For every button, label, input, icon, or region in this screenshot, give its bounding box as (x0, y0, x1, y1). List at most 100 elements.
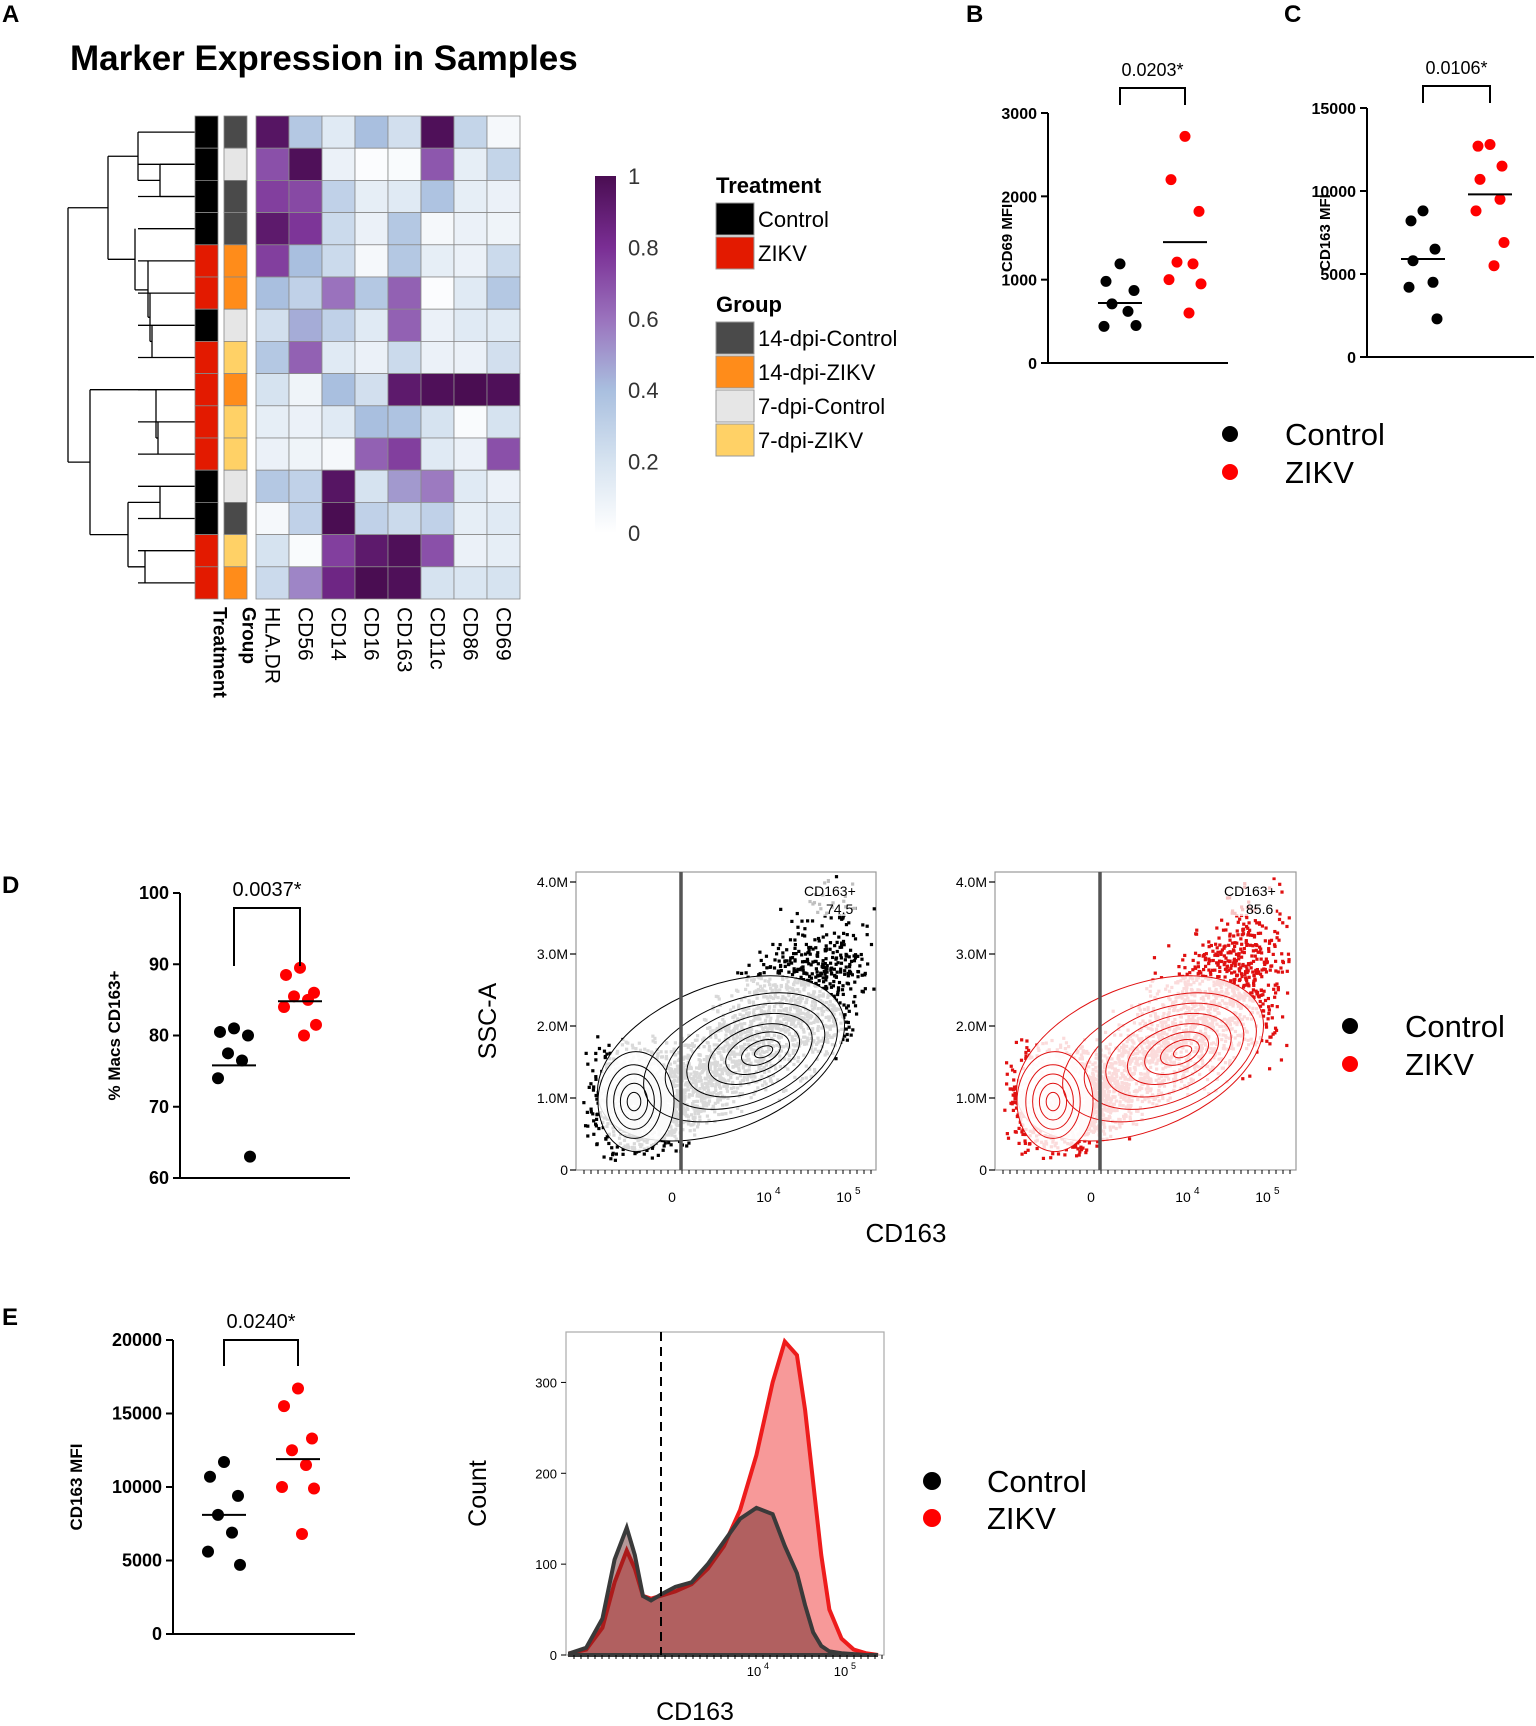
event-dot (845, 1032, 849, 1037)
event-dot (1286, 952, 1291, 956)
event-dot (832, 931, 837, 935)
event-dot (594, 1077, 598, 1081)
event-dot (1251, 944, 1255, 948)
event-dot (776, 969, 780, 973)
event-dot (1167, 944, 1171, 948)
event-dot (1280, 970, 1284, 974)
event-dot (609, 1157, 613, 1161)
event-dot (810, 972, 814, 976)
event-dot (1237, 957, 1241, 961)
data-point (1130, 320, 1142, 331)
event-dot (1256, 950, 1260, 954)
event-dot (1207, 961, 1211, 966)
event-dot (841, 984, 845, 988)
event-dot (1013, 1091, 1017, 1096)
data-point (222, 1047, 234, 1060)
event-dot (674, 1149, 678, 1153)
event-dot (850, 973, 854, 977)
event-dot (1183, 966, 1187, 970)
event-dot (613, 1158, 618, 1162)
event-dot (1266, 983, 1271, 987)
legend-swatch (715, 355, 755, 389)
event-dot (1285, 1043, 1289, 1048)
heatmap-cell (288, 373, 323, 407)
y-tick-label: 5000 (1320, 267, 1356, 284)
event-dot (669, 1143, 673, 1147)
group-cell (223, 534, 248, 568)
event-dot (790, 919, 794, 924)
event-dot (846, 982, 851, 986)
group-cell (223, 115, 248, 149)
event-dot (804, 942, 809, 947)
data-point (1429, 243, 1441, 255)
event-dot (846, 971, 850, 976)
event-dot (1263, 939, 1267, 943)
marker-label: CD163 (393, 607, 416, 672)
heatmap-cell (288, 340, 323, 374)
heatmap-cell (420, 405, 455, 439)
significance-bracket (1422, 85, 1491, 103)
event-dot (794, 951, 798, 956)
event-dot (1024, 1054, 1028, 1058)
x-tick-label: 10 (836, 1189, 852, 1205)
group-cell (223, 244, 248, 278)
event-dot (764, 954, 769, 958)
event-dot (778, 943, 782, 947)
data-point (1474, 173, 1486, 185)
event-dot (799, 975, 803, 979)
legend-swatch (715, 389, 755, 423)
event-dot (1221, 928, 1226, 932)
heatmap-cell (354, 340, 389, 374)
event-dot (803, 927, 807, 931)
heatmap-cell (321, 534, 356, 568)
event-dot (866, 962, 870, 966)
event-dot (839, 953, 843, 957)
event-dot (1272, 877, 1276, 881)
data-point (1122, 305, 1134, 317)
heatmap-cell (387, 405, 422, 439)
event-dot (1213, 968, 1217, 972)
event-dot (1264, 926, 1268, 930)
event-dot (594, 1122, 598, 1126)
event-dot (854, 954, 858, 958)
event-dot (1270, 1004, 1274, 1008)
event-dot (793, 946, 797, 950)
event-dot (807, 945, 811, 950)
event-dot (585, 1110, 589, 1114)
event-dot (835, 949, 839, 954)
event-dot (1269, 964, 1273, 968)
event-dot (762, 962, 766, 967)
event-dot (814, 946, 818, 950)
event-dot (1247, 984, 1251, 988)
event-dot (762, 971, 766, 975)
event-dot (1194, 932, 1198, 936)
event-dot (1223, 944, 1227, 948)
legend-label: Control (758, 207, 829, 232)
event-dot (793, 942, 798, 947)
heatmap-cell (288, 308, 323, 342)
heatmap-cell (354, 534, 389, 568)
event-dot (872, 907, 876, 911)
heatmap-cell (387, 308, 422, 342)
event-dot (801, 933, 805, 937)
event-dot (1027, 1048, 1031, 1053)
event-dot (586, 1134, 590, 1138)
event-dot (824, 987, 828, 991)
data-point (1427, 276, 1439, 288)
event-dot (1235, 929, 1239, 933)
event-dot (1217, 936, 1221, 940)
event-dot (1259, 957, 1263, 961)
group-cell (223, 469, 248, 503)
event-dot (863, 987, 867, 991)
event-dot (848, 948, 853, 952)
heatmap-cell (453, 469, 488, 503)
event-dot (844, 965, 848, 969)
event-dot (1183, 953, 1187, 958)
event-dot (831, 984, 836, 988)
heatmap-cell (387, 276, 422, 310)
event-dot (1251, 949, 1256, 953)
heatmap-cell (420, 340, 455, 374)
event-dot (1253, 954, 1257, 958)
contour-line (741, 1039, 781, 1066)
